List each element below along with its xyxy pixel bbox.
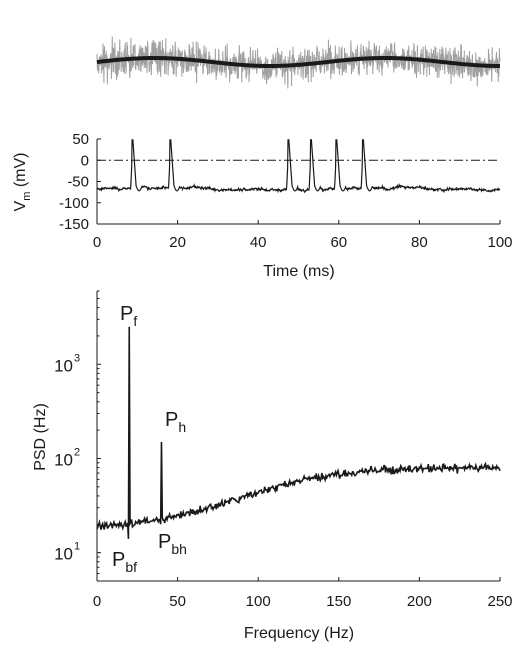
vm-x-tick-label: 100 [487,234,512,251]
psd-x-tick-label: 200 [407,593,432,610]
vm-y-tick-label: -150 [59,216,89,233]
vm-x-tick-label: 0 [93,234,101,251]
vm-y-tick-label: 0 [81,152,89,169]
vm-x-axis-label: Time (ms) [263,263,334,280]
vm-y-label-sub: m [21,192,33,201]
vm-trace [96,139,501,194]
annotation-pbf: Pbf [112,549,137,575]
vm-x-tick-label: 80 [411,234,428,251]
stimulus-panel [96,36,501,89]
psd-x-ticks: 0 50 100 150 200 250 [93,577,513,610]
annotation-pbh: Pbh [158,531,187,557]
annotation-ph: Ph [165,409,186,435]
psd-x-axis-label: Frequency (Hz) [244,625,354,642]
vm-y-label-main: V [12,200,29,211]
psd-y-tick-exponent: 2 [74,446,80,458]
psd-y-tick-exponent: 1 [74,541,80,553]
annotation-pf: Pf [120,303,137,329]
psd-x-tick-label: 50 [169,593,186,610]
vm-y-ticks: 50 0 -50 -100 -150 [59,131,101,233]
psd-y-tick-label: 10 [54,545,73,564]
psd-y-axis-label: PSD (Hz) [32,403,49,471]
psd-x-tick-label: 100 [246,593,271,610]
membrane-potential-panel: 0 20 40 60 80 100 50 0 -50 -100 -150 Time (ms) Vm… [12,131,513,280]
psd-x-tick-label: 0 [93,593,101,610]
vm-y-tick-label: -100 [59,195,89,212]
vm-x-tick-label: 40 [250,234,267,251]
vm-y-tick-label: 50 [72,131,89,148]
psd-y-tick-label: 10 [54,356,73,375]
psd-x-tick-label: 250 [487,593,512,610]
stimulus-sinusoid-trace [96,56,500,68]
vm-x-ticks: 0 20 40 60 80 100 [93,220,513,251]
vm-y-label-unit: (mV) [12,153,29,188]
vm-y-axis-label: Vm (mV) [12,153,33,212]
vm-y-tick-label: -50 [67,174,89,191]
psd-y-tick-label: 10 [54,450,73,469]
vm-x-tick-label: 20 [169,234,186,251]
psd-y-tick-exponent: 3 [74,352,80,364]
psd-trace [96,326,501,539]
vm-x-tick-label: 60 [330,234,347,251]
psd-x-tick-label: 150 [326,593,351,610]
